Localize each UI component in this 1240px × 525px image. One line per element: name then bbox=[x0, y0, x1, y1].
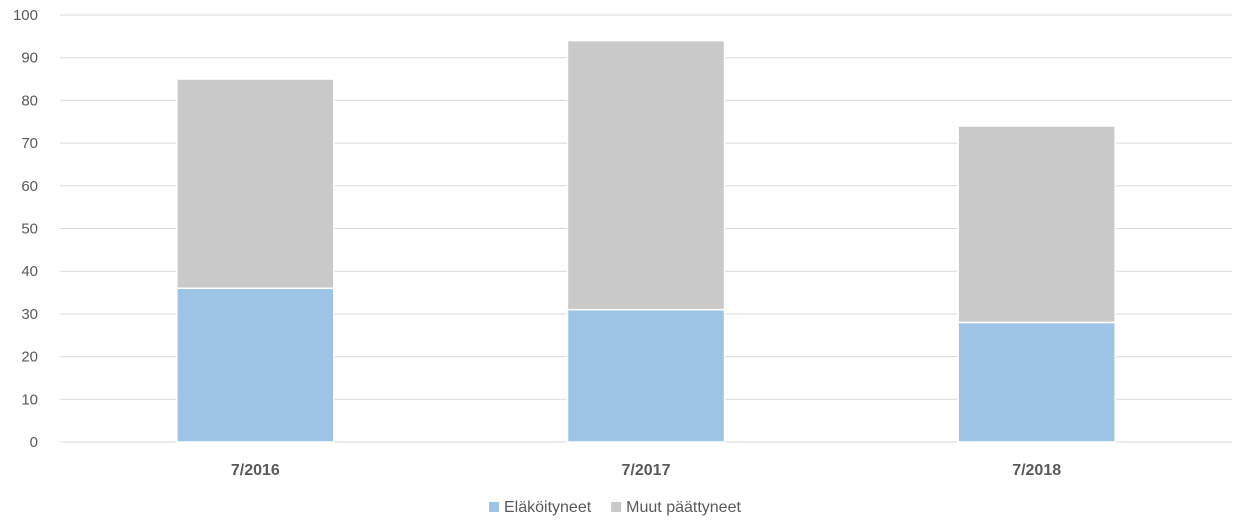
y-tick-label: 70 bbox=[21, 135, 38, 152]
legend-label: Eläköityneet bbox=[504, 499, 592, 516]
y-tick-label: 40 bbox=[21, 263, 38, 280]
x-axis-category-labels: 7/2016 7/2017 7/2018 bbox=[231, 462, 1061, 479]
x-category-label: 7/2017 bbox=[622, 462, 671, 479]
x-category-label: 7/2018 bbox=[1012, 462, 1061, 479]
legend-swatch bbox=[489, 502, 499, 512]
bar-segment-muut-paattyneet bbox=[566, 39, 726, 311]
y-tick-label: 80 bbox=[21, 92, 38, 109]
y-tick-label: 30 bbox=[21, 306, 38, 323]
y-tick-label: 90 bbox=[21, 50, 38, 67]
x-category-label: 7/2016 bbox=[231, 462, 280, 479]
bar-segment-elakoityneet bbox=[957, 321, 1116, 443]
y-axis-tick-labels: 0 10 20 30 40 50 60 70 80 90 100 bbox=[13, 7, 38, 451]
y-tick-label: 100 bbox=[13, 7, 38, 24]
y-tick-label: 0 bbox=[30, 434, 38, 451]
bars bbox=[176, 39, 1116, 443]
y-tick-label: 10 bbox=[21, 391, 38, 408]
legend: Eläköityneet Muut päättyneet bbox=[489, 499, 741, 516]
legend-label: Muut päättyneet bbox=[626, 499, 741, 516]
bar-segment-muut-paattyneet bbox=[176, 78, 335, 290]
legend-swatch bbox=[611, 502, 622, 512]
bar-segment-muut-paattyneet bbox=[957, 125, 1116, 324]
y-tick-label: 50 bbox=[21, 221, 38, 238]
bar-segment-elakoityneet bbox=[176, 287, 335, 443]
bar-segment-elakoityneet bbox=[566, 308, 726, 443]
y-tick-label: 60 bbox=[21, 178, 38, 195]
y-tick-label: 20 bbox=[21, 349, 38, 366]
